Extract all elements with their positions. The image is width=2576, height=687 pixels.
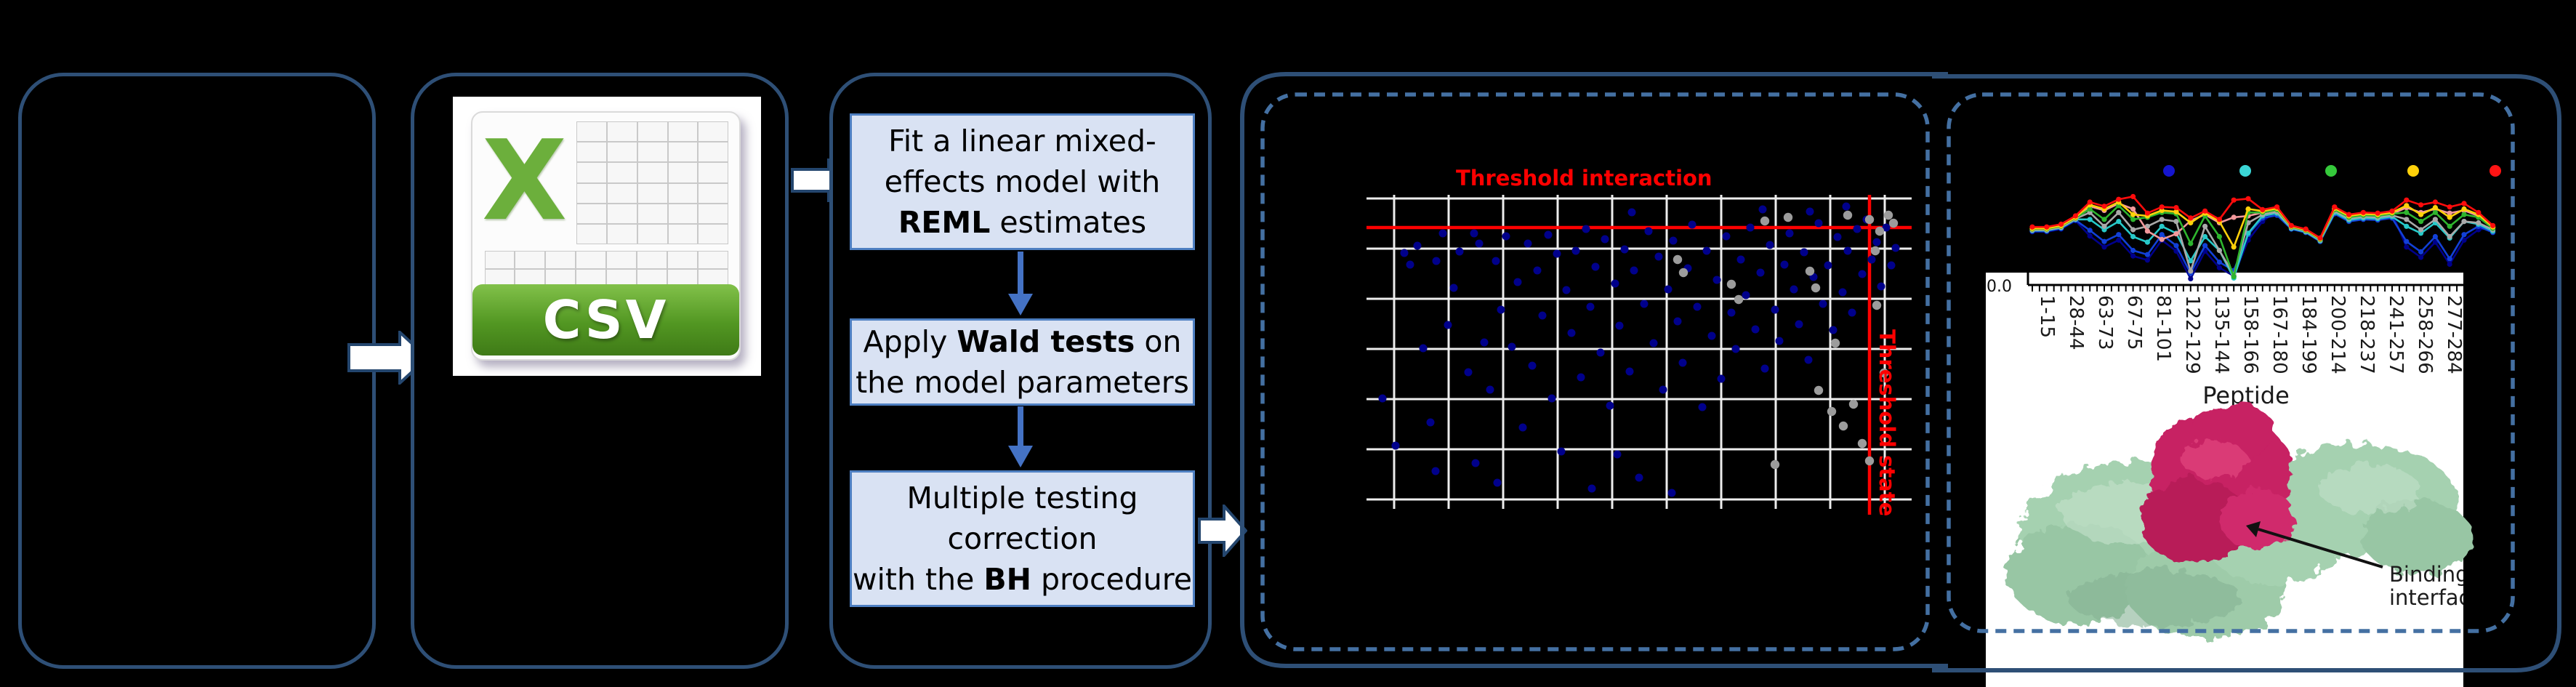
- annotation-arrowhead-icon: [2246, 521, 2261, 537]
- csv-banner-label: CSV: [542, 289, 669, 350]
- svg-text:158-166: 158-166: [2239, 295, 2261, 374]
- timepoint-legend: [2163, 165, 2501, 177]
- panel-peptide-results: 0.0 1-15 28-44 63-73 67-75 81-101 122-129 135-…: [1932, 74, 2561, 687]
- csv-x-letter: X: [481, 116, 568, 245]
- peptide-axis-ticks: [2032, 285, 2458, 292]
- flow-arrow-3-icon: [1198, 505, 1247, 557]
- step-text-line: Multiple testing: [906, 480, 1138, 515]
- svg-text:135-144: 135-144: [2210, 295, 2232, 374]
- binding-interface-label-line2: interface: [2389, 585, 2483, 610]
- y-axis-tick-label: 0.0: [1987, 278, 2012, 296]
- svg-text:241-257: 241-257: [2385, 295, 2407, 374]
- step-wald-tests: Apply Wald tests on the model parameters: [850, 318, 1195, 406]
- uptake-line-series: [2029, 193, 2496, 281]
- scatter-points-significant: [1378, 202, 1900, 497]
- peptide-tick-labels: 1-15 28-44 63-73 67-75 81-101 122-129 135-144 1…: [2036, 295, 2465, 374]
- panel-csv-file: X CSV: [411, 73, 789, 669]
- panel5-solid-border: [1932, 74, 2561, 672]
- csv-spreadsheet-grid-lower: [484, 250, 729, 288]
- step-text-line: the model parameters: [856, 365, 1189, 400]
- step-text-line: with the BH procedure: [853, 562, 1192, 598]
- scatter-points-nonsignificant: [1673, 210, 1899, 470]
- svg-text:200-214: 200-214: [2327, 295, 2348, 374]
- panel4-dashed-border: [1260, 92, 1930, 651]
- csv-banner: CSV: [472, 284, 739, 355]
- scatter-gridlines: [1367, 195, 1912, 509]
- binding-interface-label-line1: Binding: [2389, 562, 2469, 587]
- csv-card: X CSV: [471, 111, 741, 361]
- panel-scatter-results: Threshold interaction Threshold state: [1240, 72, 1948, 668]
- annotation-arrow-line: [2258, 528, 2383, 569]
- down-arrow-icon: [1008, 252, 1033, 316]
- scatter-plot: [1367, 195, 1912, 515]
- svg-text:81-101: 81-101: [2152, 295, 2174, 362]
- step-multiple-testing: Multiple testing correction with the BH pr…: [850, 470, 1195, 607]
- svg-text:122-129: 122-129: [2181, 295, 2203, 374]
- step-text-line: REML estimates: [898, 205, 1147, 241]
- svg-text:184-199: 184-199: [2298, 295, 2319, 374]
- threshold-state-label: Threshold state: [1875, 329, 1899, 516]
- svg-text:218-237: 218-237: [2356, 295, 2378, 374]
- step-fit-model: Fit a linear mixed-effects model with REM…: [850, 113, 1195, 250]
- step-text-line: effects model with: [884, 164, 1161, 199]
- svg-text:63-73: 63-73: [2094, 295, 2116, 350]
- csv-spreadsheet-grid: [576, 121, 729, 245]
- csv-file-image: X CSV: [453, 97, 761, 376]
- binding-peptide-surface: [2141, 403, 2295, 564]
- svg-text:167-180: 167-180: [2269, 295, 2290, 374]
- svg-text:258-266: 258-266: [2414, 295, 2436, 374]
- panel5-dashed-border: [1947, 92, 2515, 633]
- svg-text:277-284: 277-284: [2443, 295, 2465, 374]
- scatter-title: Threshold interaction: [1456, 166, 1712, 190]
- step-text-line: correction: [947, 521, 1098, 556]
- svg-text:28-44: 28-44: [2065, 295, 2087, 350]
- svg-text:67-75: 67-75: [2123, 295, 2145, 350]
- down-arrow-icon: [1008, 406, 1033, 467]
- protein-structure-image: Binding interface: [2006, 403, 2483, 640]
- panel-raw-data: [18, 73, 376, 669]
- step-text-line: Fit a linear mixed-: [888, 123, 1156, 158]
- svg-text:1-15: 1-15: [2036, 295, 2058, 338]
- peptide-axis: [2026, 273, 2463, 286]
- step-text-line: Apply Wald tests on: [863, 324, 1182, 359]
- panel4-solid-border: [1240, 72, 1948, 668]
